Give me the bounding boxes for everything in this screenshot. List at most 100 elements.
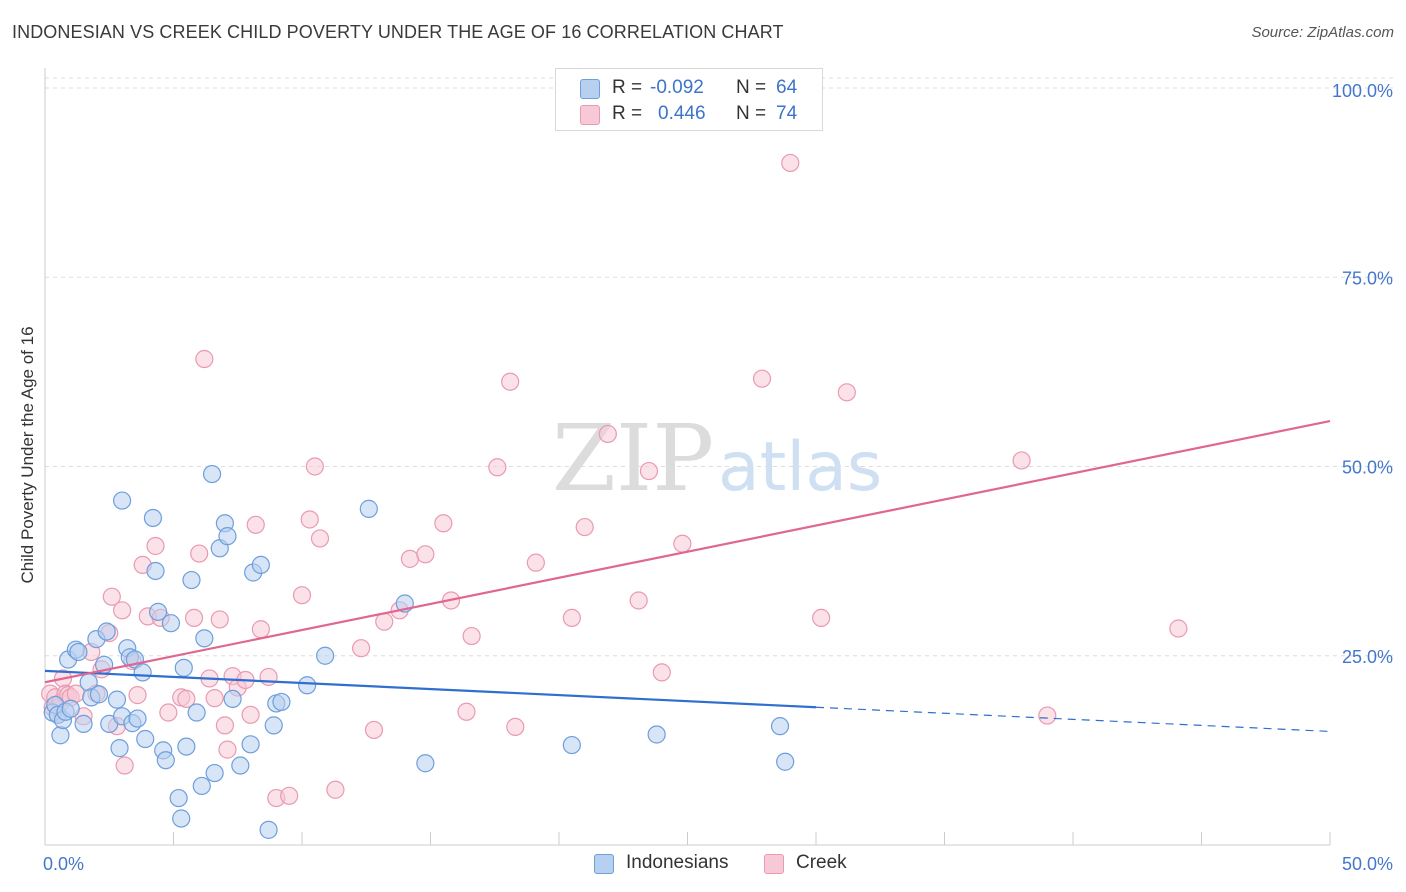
indonesian-point: [74, 714, 93, 733]
y-tick-label: 75.0%: [1342, 268, 1393, 288]
indonesian-point: [416, 754, 435, 773]
indonesian-point: [128, 709, 147, 728]
creek-point: [210, 610, 229, 629]
creek-point: [310, 529, 330, 548]
correlation-legend: R = -0.092 N = 64 R = 0.446 N = 74: [555, 68, 823, 131]
indonesians-swatch: [580, 79, 600, 99]
creek-point: [251, 620, 270, 639]
creek-point: [205, 689, 224, 708]
source-label: Source: ZipAtlas.com: [1251, 24, 1394, 41]
creek-point: [177, 689, 196, 708]
indonesian-point: [97, 622, 116, 641]
r-label: R =: [612, 77, 643, 98]
creek-point: [218, 740, 237, 759]
indonesian-point: [133, 663, 152, 682]
indonesian-point: [161, 614, 181, 633]
y-tick-label: 25.0%: [1342, 647, 1393, 667]
creek-point: [326, 780, 345, 799]
indonesian-point: [776, 752, 795, 771]
creek-point: [837, 383, 856, 402]
indonesian-point: [187, 703, 206, 722]
r-label: R =: [612, 103, 643, 124]
indonesian-point: [316, 646, 335, 665]
indonesian-point: [112, 491, 132, 510]
creek-point: [215, 716, 234, 735]
n-label: N =: [736, 77, 767, 98]
creek-point: [434, 514, 453, 533]
creek-point: [781, 153, 800, 173]
creek-legend-swatch: [764, 854, 784, 874]
indonesian-point: [770, 717, 790, 736]
creek-point: [246, 515, 265, 534]
creek-point: [629, 591, 648, 610]
creek-point: [506, 717, 525, 737]
indonesian-point: [223, 689, 242, 708]
creek-point: [416, 545, 435, 564]
indonesian-point: [69, 642, 88, 662]
x-tick-label: 0.0%: [43, 854, 84, 874]
creek-point: [652, 663, 671, 682]
creek-point: [115, 756, 134, 775]
creek-point: [300, 510, 319, 529]
creek-point: [598, 424, 617, 444]
indonesian-point: [156, 751, 175, 770]
indonesian-point: [182, 570, 201, 590]
creek-point: [146, 536, 165, 556]
n-value-creek: 74: [776, 103, 798, 124]
n-label: N =: [736, 103, 767, 124]
indonesian-point: [259, 820, 278, 839]
creek-point: [1038, 706, 1057, 725]
creek-point: [462, 626, 481, 646]
y-tick-label: 100.0%: [1332, 81, 1393, 101]
indonesian-point: [251, 555, 270, 575]
creek-point: [501, 372, 520, 391]
r-value-indonesians: -0.092: [650, 77, 704, 98]
creek-trend-line: [44, 420, 1331, 684]
creek-point: [400, 549, 420, 568]
creek-point: [241, 705, 260, 724]
watermark-atlas: atlas: [718, 428, 882, 507]
indonesian-point: [195, 629, 214, 648]
indonesian-point: [272, 692, 291, 712]
watermark-zip: ZIP: [552, 405, 714, 512]
creek-point: [112, 601, 132, 620]
indonesian-point: [148, 602, 168, 621]
indonesian-point: [143, 508, 163, 528]
indonesian-trend-extension: [815, 706, 1331, 733]
chart-title: INDONESIAN VS CREEK CHILD POVERTY UNDER …: [12, 22, 784, 42]
creek-point: [457, 702, 476, 721]
creek-point: [190, 544, 209, 563]
indonesian-point: [205, 763, 224, 783]
indonesian-point: [172, 809, 191, 828]
indonesian-point: [241, 735, 260, 754]
creek-swatch: [580, 105, 600, 125]
creek-point: [292, 586, 312, 605]
creek-point: [562, 608, 581, 628]
creek-point: [159, 703, 178, 722]
y-tick-label: 50.0%: [1342, 458, 1393, 478]
creek-point: [575, 517, 594, 537]
creek-point: [752, 369, 772, 388]
indonesian-point: [89, 685, 109, 704]
indonesian-point: [174, 658, 193, 677]
creek-point: [488, 458, 507, 477]
indonesian-point: [359, 499, 378, 518]
n-value-indonesians: 64: [776, 77, 798, 98]
creek-point: [259, 667, 278, 687]
indonesians-legend-label: Indonesians: [626, 852, 729, 873]
x-tick-label: 50.0%: [1342, 854, 1393, 874]
indonesian-point: [107, 690, 127, 709]
creek-point: [375, 612, 394, 631]
indonesian-point: [218, 527, 237, 546]
indonesians-legend-swatch: [594, 854, 614, 874]
indonesian-point: [647, 725, 666, 744]
indonesian-point: [231, 756, 250, 775]
creek-point: [102, 587, 121, 606]
indonesian-point: [192, 776, 211, 796]
creek-point: [305, 457, 324, 476]
indonesian-point: [110, 739, 129, 758]
creek-point: [128, 686, 147, 705]
r-value-creek: 0.446: [658, 103, 706, 124]
creek-point: [1012, 451, 1031, 470]
